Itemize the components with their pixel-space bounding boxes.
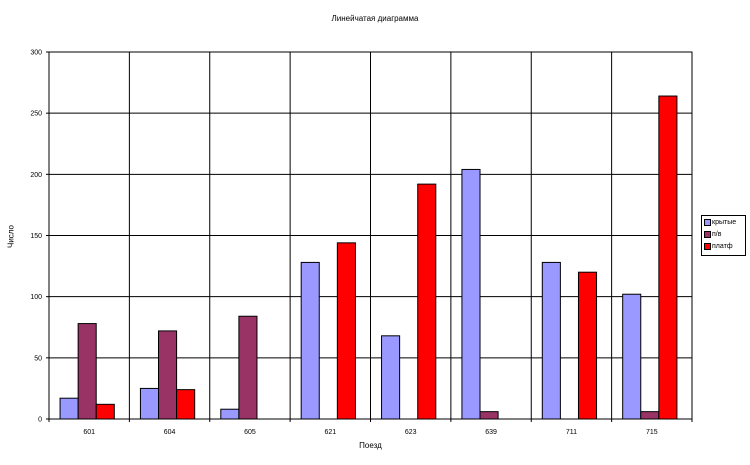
legend-label-platform: платф (712, 243, 733, 250)
bars (59, 95, 678, 420)
bar (59, 397, 79, 420)
x-tick-label: 623 (405, 429, 417, 436)
bar (577, 271, 598, 420)
bar (622, 293, 642, 420)
bar (77, 323, 97, 420)
x-tick-label: 605 (244, 429, 256, 436)
y-tick-label: 0 (38, 417, 42, 424)
chart-title: Линейчатая диаграмма (331, 14, 419, 23)
bar (238, 315, 258, 420)
bar (381, 335, 401, 420)
bar (158, 330, 178, 420)
bar (336, 242, 356, 420)
bar (541, 261, 561, 420)
x-tick-label: 604 (164, 429, 176, 436)
y-tick-label: 300 (30, 50, 42, 57)
y-tick-label: 200 (30, 172, 42, 179)
bar (95, 403, 115, 420)
y-tick-label: 50 (34, 355, 42, 362)
tick-labels: 0 50 100 150 200 250 300 601 604 605 621 623 639 711 7… (30, 50, 657, 437)
y-tick-label: 150 (30, 233, 42, 240)
bar (479, 411, 499, 420)
legend-swatch-covered (704, 219, 711, 226)
legend-item-covered: крытые (702, 217, 745, 228)
bar (658, 95, 678, 420)
plot-border (48, 51, 693, 420)
x-tick-label: 715 (646, 429, 658, 436)
y-tick-label: 100 (30, 294, 42, 301)
bar (640, 411, 660, 420)
gridlines (49, 51, 692, 419)
legend-swatch-pv (704, 231, 711, 238)
legend-label-pv: п/в (712, 231, 722, 238)
bar (139, 387, 160, 420)
x-axis-label: Поезд (359, 441, 382, 450)
legend-swatch-platform (704, 243, 711, 250)
legend-item-pv: п/в (702, 229, 745, 240)
y-axis-label: Число (6, 225, 16, 249)
legend-item-platform: платф (702, 241, 745, 252)
bar (461, 168, 481, 420)
x-tick-label: 711 (566, 429, 577, 436)
bar (300, 261, 320, 420)
bar (417, 183, 437, 420)
x-tick-label: 601 (83, 429, 95, 436)
legend-label-covered: крытые (712, 219, 737, 226)
axes (46, 51, 693, 422)
bar (176, 389, 196, 420)
x-tick-label: 621 (324, 429, 336, 436)
x-tick-label: 639 (485, 429, 497, 436)
y-tick-label: 250 (30, 111, 42, 118)
legend: крытые п/в платф (701, 215, 746, 256)
bar (220, 408, 240, 420)
